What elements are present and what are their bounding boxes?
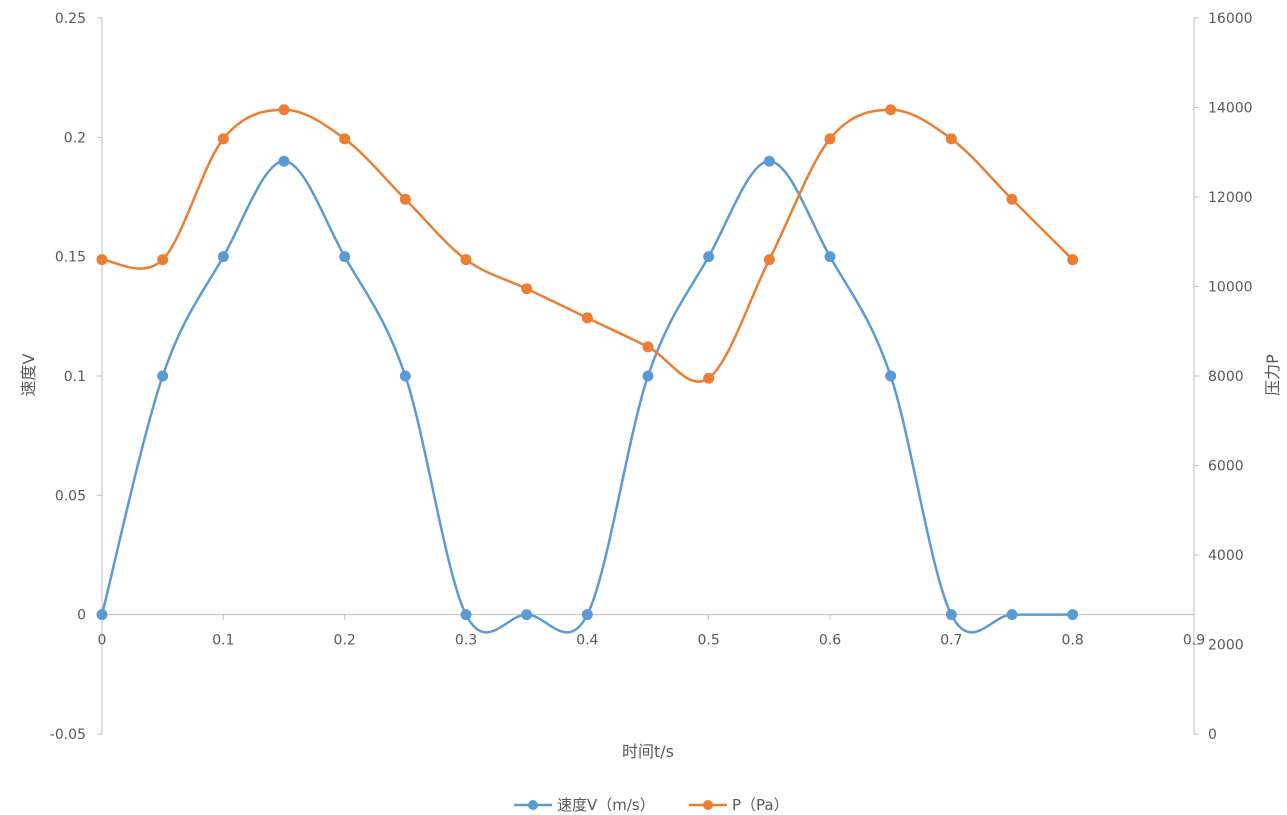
series-1-point	[581, 609, 593, 621]
y2-tick-label: 6000	[1208, 459, 1244, 475]
legend-swatch-marker	[528, 800, 538, 810]
series-line-2	[100, 108, 1074, 383]
y-axis-title: 速度V	[19, 353, 38, 396]
series-2-point	[1067, 254, 1079, 266]
series-2-point	[339, 133, 351, 145]
series-1-point	[642, 370, 654, 382]
y-tick-label: 0.15	[55, 250, 86, 266]
series-1-point	[460, 609, 472, 621]
y2-tick-label: 2000	[1208, 638, 1244, 654]
series-1-point	[703, 251, 715, 263]
x-tick-label: 0.3	[455, 633, 477, 649]
legend-label: P（Pa）	[732, 796, 789, 814]
legend: 速度V（m/s） P（Pa）	[514, 796, 789, 814]
series-2-point	[885, 104, 897, 116]
y2-tick-label: 12000	[1208, 190, 1253, 206]
series-2-point	[1006, 193, 1018, 205]
y2-tick-label: 4000	[1208, 548, 1244, 564]
x-tick-label: 0.9	[1183, 633, 1205, 649]
x-tick-label: 0.5	[698, 633, 720, 649]
x-tick-label: 0.1	[212, 633, 234, 649]
legend-swatch-marker	[703, 800, 713, 810]
y2-tick-label: 0	[1208, 727, 1217, 743]
y-tick-label: 0.1	[64, 369, 86, 385]
series-2-point	[945, 133, 957, 145]
y-tick-label: 0.25	[55, 11, 86, 27]
legend-item-1: 速度V（m/s）	[514, 796, 655, 814]
series-lines	[100, 108, 1074, 634]
x-axis-title: 时间t/s	[622, 742, 674, 761]
series-2-point	[763, 254, 775, 266]
y-tick-label: 0.05	[55, 488, 86, 504]
series-markers	[96, 104, 1079, 621]
legend-item-2: P（Pa）	[689, 796, 789, 814]
y-tick-label: 0.2	[64, 130, 86, 146]
series-1-point	[1006, 609, 1018, 621]
y2-tick-label: 14000	[1208, 101, 1253, 117]
y-tick-label: -0.05	[50, 727, 86, 743]
x-tick-label: 0.4	[576, 633, 598, 649]
tick-labels: 0.25 0.2 0.15 0.1 0.05 0 -0.05 16000 14000 12000 1…	[50, 11, 1253, 743]
series-1-point	[945, 609, 957, 621]
series-2-point	[96, 254, 108, 266]
series-2-point	[217, 133, 229, 145]
series-2-point	[824, 133, 836, 145]
x-tick-label: 0.6	[819, 633, 841, 649]
series-2-point	[703, 372, 715, 384]
series-1-point	[278, 155, 290, 167]
series-1-point	[1067, 609, 1079, 621]
y2-tick-label: 16000	[1208, 11, 1253, 27]
series-1-point	[157, 370, 169, 382]
series-1-point	[885, 370, 897, 382]
series-line-1	[100, 159, 1074, 634]
series-1-point	[339, 251, 351, 263]
series-1-point	[96, 609, 108, 621]
series-1-point	[763, 155, 775, 167]
series-1-point	[521, 609, 533, 621]
series-2-point	[642, 341, 654, 353]
series-2-point	[157, 254, 169, 266]
y2-tick-label: 10000	[1208, 280, 1253, 296]
x-tick-label: 0.8	[1062, 633, 1084, 649]
series-1-point	[824, 251, 836, 263]
x-tick-label: 0.2	[334, 633, 356, 649]
x-tick-label: 0.7	[940, 633, 962, 649]
y2-axis-title: 压力P	[1263, 354, 1282, 396]
y2-tick-label: 8000	[1208, 369, 1244, 385]
x-tick-label: 0	[98, 633, 107, 649]
legend-label: 速度V（m/s）	[557, 796, 655, 814]
series-2-point	[581, 312, 593, 324]
series-2-point	[399, 193, 411, 205]
series-2-point	[521, 283, 533, 295]
series-1-point	[399, 370, 411, 382]
series-2-point	[460, 254, 472, 266]
series-1-point	[217, 251, 229, 263]
y-tick-label: 0	[77, 608, 86, 624]
series-2-point	[278, 104, 290, 116]
